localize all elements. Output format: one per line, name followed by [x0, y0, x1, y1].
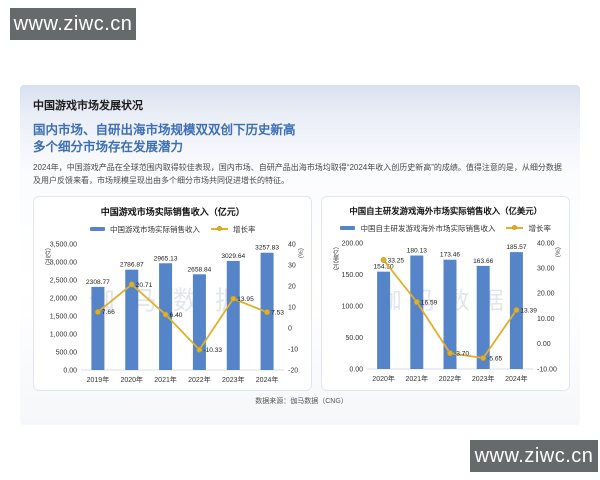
intro-paragraph: 2024年，中国游戏产品在全球范围内取得较佳表现，国内市场、自研产品出海市场均取… [33, 163, 562, 185]
svg-text:13.95: 13.95 [237, 296, 254, 303]
svg-text:163.66: 163.66 [474, 257, 495, 264]
svg-text:2021年: 2021年 [406, 374, 429, 383]
legend-overseas: 中国自主研发游戏海外市场实际销售收入 增长率 [327, 223, 564, 234]
svg-text:-10: -10 [288, 346, 298, 353]
svg-text:40.00: 40.00 [537, 240, 555, 247]
legend-domestic: 中国游戏市场实际销售收入 增长率 [39, 224, 306, 235]
svg-text:3257.83: 3257.83 [255, 244, 279, 251]
subtitle: 国内市场、自研出海市场规模双双创下历史新高 多个细分市场存在发展潜力 [33, 122, 570, 155]
chart-area-overseas: 伽马数据 （亿美元）（%）200.00150.00100.0050.000.00… [327, 235, 564, 385]
legend-bar-label: 中国自主研发游戏海外市场实际销售收入 [360, 223, 496, 233]
chart-title-overseas: 中国自主研发游戏海外市场实际销售收入（亿美元） [349, 205, 543, 216]
svg-text:100.00: 100.00 [342, 303, 364, 310]
svg-text:10: 10 [288, 304, 296, 311]
svg-text:16.59: 16.59 [421, 299, 438, 306]
svg-text:40: 40 [288, 241, 296, 248]
svg-text:2023年: 2023年 [222, 375, 245, 384]
page-title: 中国游戏市场发展状况 [33, 100, 143, 112]
svg-text:500.00: 500.00 [56, 349, 78, 356]
subtitle-line2: 多个细分市场存在发展潜力 [33, 139, 184, 154]
svg-text:1,000.00: 1,000.00 [50, 331, 77, 338]
legend-line-label: 增长率 [528, 223, 551, 233]
svg-text:2021年: 2021年 [154, 375, 177, 384]
svg-text:7.53: 7.53 [271, 309, 284, 316]
legend-bar-swatch-icon [89, 227, 105, 232]
svg-text:-20: -20 [288, 367, 298, 374]
svg-text:173.46: 173.46 [440, 251, 461, 258]
report-slide: 中国游戏市场发展状况 国内市场、自研出海市场规模双双创下历史新高 多个细分市场存… [20, 85, 580, 425]
chart-panel-domestic-market: 中国游戏市场实际销售收入（亿元） 中国游戏市场实际销售收入 增长率 伽马数据 （… [33, 195, 313, 391]
svg-text:2024年: 2024年 [506, 374, 529, 383]
svg-text:200.00: 200.00 [342, 240, 364, 247]
svg-text:154.50: 154.50 [374, 263, 395, 270]
svg-text:0.00: 0.00 [537, 341, 551, 348]
svg-text:2658.84: 2658.84 [187, 266, 211, 273]
svg-text:（%）: （%） [297, 244, 304, 262]
svg-text:30: 30 [288, 262, 296, 269]
watermark-top: www.ziwc.cn [10, 8, 136, 40]
legend-bar-swatch-icon [340, 226, 356, 231]
watermark-bottom: www.ziwc.cn [470, 440, 598, 472]
svg-text:0.00: 0.00 [63, 367, 77, 374]
svg-text:2019年: 2019年 [87, 375, 110, 384]
svg-text:-10.33: -10.33 [203, 347, 222, 354]
svg-text:2023年: 2023年 [472, 374, 495, 383]
svg-text:180.13: 180.13 [407, 247, 428, 254]
svg-text:3029.64: 3029.64 [221, 253, 245, 260]
svg-text:20.71: 20.71 [136, 281, 153, 288]
subtitle-line1: 国内市场、自研出海市场规模双双创下历史新高 [33, 123, 296, 137]
legend-bar-label: 中国游戏市场实际销售收入 [109, 224, 200, 234]
svg-text:2024年: 2024年 [256, 375, 279, 384]
svg-text:13.39: 13.39 [521, 307, 538, 314]
chart-panel-overseas-market: 中国自主研发游戏海外市场实际销售收入（亿美元） 中国自主研发游戏海外市场实际销售… [321, 195, 570, 391]
combo-chart-domestic: （亿元） （%） 3,500.00 3,000.00 2,500.00 2,000.00 1… [44, 241, 304, 384]
svg-text:20.00: 20.00 [537, 290, 555, 297]
svg-text:2022年: 2022年 [439, 374, 462, 383]
svg-text:185.57: 185.57 [507, 244, 528, 251]
svg-text:（亿元）: （亿元） [44, 244, 51, 269]
legend-line-swatch-icon [210, 226, 228, 232]
svg-text:2308.77: 2308.77 [86, 278, 110, 285]
svg-text:3,500.00: 3,500.00 [50, 241, 77, 248]
svg-text:30.00: 30.00 [537, 265, 555, 272]
svg-text:-3.70: -3.70 [454, 350, 469, 357]
svg-text:0.00: 0.00 [350, 366, 364, 373]
svg-text:2786.87: 2786.87 [120, 261, 144, 268]
chart-area-domestic: 伽马数据 （亿元） （%） 3,500.00 3,000.00 2,500.00 2,00… [39, 236, 306, 386]
svg-text:-10.00: -10.00 [537, 366, 557, 373]
svg-text:-5.65: -5.65 [488, 355, 503, 362]
svg-text:50.00: 50.00 [346, 334, 364, 341]
svg-text:10.00: 10.00 [537, 315, 555, 322]
data-source-note: 数据来源：伽马数据（CNG） [255, 397, 348, 405]
charts-row: 中国游戏市场实际销售收入（亿元） 中国游戏市场实际销售收入 增长率 伽马数据 （… [33, 195, 570, 391]
svg-text:1,500.00: 1,500.00 [50, 313, 77, 320]
svg-text:2022年: 2022年 [188, 375, 211, 384]
legend-line-swatch-icon [506, 225, 524, 231]
svg-text:20: 20 [288, 283, 296, 290]
svg-text:2,000.00: 2,000.00 [50, 295, 77, 302]
svg-text:7.66: 7.66 [102, 309, 115, 316]
svg-text:（%）: （%） [554, 243, 561, 261]
svg-text:2020年: 2020年 [373, 374, 396, 383]
legend-line-label: 增长率 [232, 224, 256, 234]
svg-text:2965.13: 2965.13 [154, 255, 178, 262]
chart-title-domestic: 中国游戏市场实际销售收入（亿元） [100, 206, 245, 217]
svg-text:6.40: 6.40 [170, 311, 183, 318]
combo-chart-overseas: （亿美元） （%） 200.00 150.00 100.00 50.00 0.00 40.00… [332, 240, 561, 383]
svg-text:3,000.00: 3,000.00 [50, 259, 77, 266]
svg-text:（亿美元）: （亿美元） [332, 243, 339, 275]
svg-text:2020年: 2020年 [120, 375, 143, 384]
svg-text:33.25: 33.25 [388, 257, 405, 264]
svg-text:0: 0 [288, 325, 292, 332]
svg-text:150.00: 150.00 [342, 271, 364, 278]
svg-text:2,500.00: 2,500.00 [50, 277, 77, 284]
